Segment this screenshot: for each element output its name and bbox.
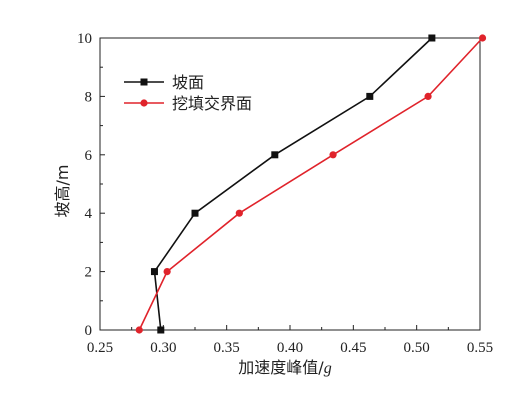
legend-marker-circle [140,99,148,107]
legend-marker-square [140,78,148,86]
data-point-square [366,92,374,100]
data-point-square [191,209,199,217]
legend-label-0: 坡面 [172,73,204,92]
series-line-0 [153,37,433,331]
data-point-circle [478,34,487,42]
series-line-1 [138,37,484,331]
data-point-circle [135,326,143,334]
x-tick-label: 0.40 [277,340,303,356]
y-axis-ticks: 0 2 4 6 8 10 [77,31,105,339]
data-point-square [271,151,279,159]
x-tick-label: 0.45 [340,340,366,356]
x-tick-label: 0.55 [467,340,493,356]
x-tick-label: 0.25 [87,340,113,356]
data-point-circle [424,92,432,100]
x-axis-label-text: 加速度峰值/ [238,358,324,377]
series-layer [135,34,487,334]
y-tick-label: 6 [85,148,93,164]
data-point-square [428,34,436,42]
x-axis-label: 加速度峰值/g [238,358,331,377]
x-tick-label: 0.30 [150,340,176,356]
x-tick-label: 0.50 [404,340,430,356]
x-tick-label: 0.35 [214,340,240,356]
x-axis-label-unit: g [324,360,332,377]
data-point-circle [329,151,337,159]
y-tick-label: 2 [85,265,93,281]
y-tick-label: 8 [85,89,93,105]
y-tick-label: 4 [85,206,93,222]
y-tick-label: 10 [77,31,92,47]
y-tick-label: 0 [85,323,93,339]
legend-label-1: 挖填交界面 [172,94,252,113]
data-point-square [150,268,158,276]
data-point-circle [235,209,243,217]
y-axis-label: 坡高/m [53,165,72,218]
x-axis-ticks: 0.25 0.30 0.35 0.40 0.45 0.50 0.55 [87,325,493,356]
data-point-circle [163,268,171,276]
data-point-square [157,326,165,334]
